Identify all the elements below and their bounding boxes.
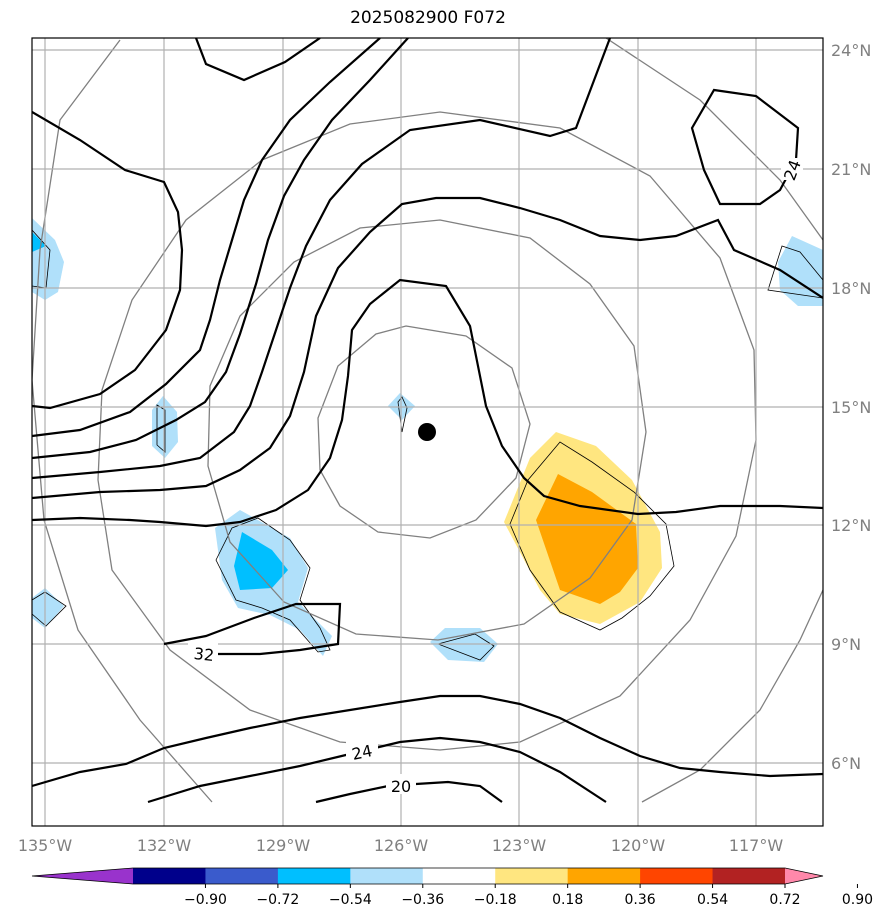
colorbar-tick-label: 0.54 [697, 892, 728, 908]
lon-tick-label: 126°W [374, 836, 429, 855]
lat-tick-labels: 24°N 21°N 18°N 15°N 12°N 9°N 6°N [831, 41, 871, 773]
lon-tick-labels: 135°W 132°W 129°W 126°W 123°W 120°W 117°… [18, 836, 784, 855]
colorbar-tick-label: −0.54 [329, 892, 372, 908]
graticule [32, 38, 823, 826]
colorbar-tick-label: 0.90 [842, 892, 873, 908]
lat-tick-label: 9°N [831, 635, 861, 654]
colorbar: −0.90 −0.72 −0.54 −0.36 −0.18 0.18 0.36 0.54 0.7… [31, 867, 873, 908]
colorbar-outline [31, 867, 824, 885]
contour-label: 32 [193, 644, 215, 665]
lat-tick-label: 18°N [831, 279, 871, 298]
lat-tick-label: 6°N [831, 754, 861, 773]
contour-lines [32, 38, 823, 804]
lat-tick-label: 12°N [831, 516, 871, 535]
colorbar-tick-label: −0.72 [256, 892, 299, 908]
colorbar-tick-label: 0.72 [769, 892, 800, 908]
lat-tick-label: 21°N [831, 160, 871, 179]
colorbar-segment [350, 868, 424, 884]
colorbar-segment [133, 868, 206, 884]
plot-frame [31, 37, 824, 827]
colorbar-segment [205, 868, 279, 884]
lon-tick-label: 129°W [256, 836, 311, 855]
lon-tick-label: 132°W [137, 836, 192, 855]
colorbar-tick-label: 0.18 [552, 892, 583, 908]
colorbar-tick-label: −0.36 [401, 892, 444, 908]
lat-tick-label: 15°N [831, 398, 871, 417]
colorbar-extend-high [785, 868, 823, 884]
colorbar-segment [712, 868, 786, 884]
colorbar-tick-label: −0.18 [474, 892, 517, 908]
colorbar-segment [640, 868, 714, 884]
range-rings [32, 38, 823, 803]
contour-label: 20 [391, 777, 411, 796]
colorbar-extend-low [32, 868, 133, 884]
colorbar-segment [422, 868, 496, 884]
lon-tick-label: 117°W [729, 836, 784, 855]
shaded-field [32, 218, 823, 662]
lon-tick-label: 123°W [492, 836, 547, 855]
colorbar-tick-label: −0.90 [184, 892, 227, 908]
colorbar-segment [567, 868, 641, 884]
lon-tick-label: 135°W [18, 836, 73, 855]
colorbar-segment [495, 868, 569, 884]
map-title: 2025082900 F072 [350, 8, 506, 28]
contour-label: 24 [350, 741, 374, 764]
colorbar-segment [277, 868, 351, 884]
colorbar-tick-label: 0.36 [625, 892, 656, 908]
lat-tick-label: 24°N [831, 41, 871, 60]
storm-center-dot [418, 423, 436, 441]
lon-tick-label: 120°W [611, 836, 666, 855]
